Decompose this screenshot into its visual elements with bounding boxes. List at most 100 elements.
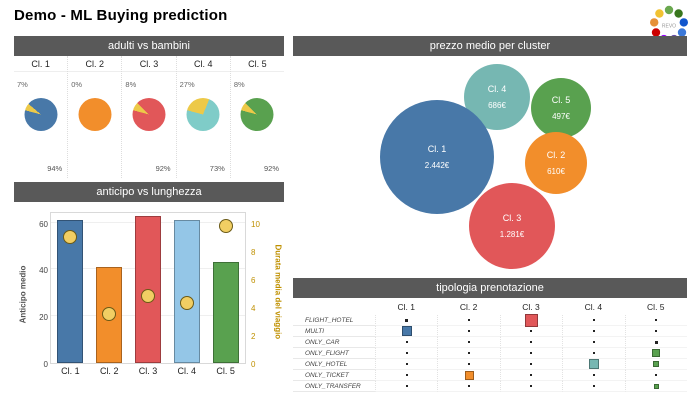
booking-mark[interactable] (592, 341, 595, 343)
booking-mark[interactable] (405, 363, 408, 365)
matrix-cell (499, 370, 563, 381)
booking-mark[interactable] (588, 359, 599, 369)
durata-dot[interactable] (218, 218, 233, 233)
booking-mark[interactable] (405, 352, 408, 354)
y-axis-tick-right: 2 (251, 331, 256, 341)
booking-mark[interactable] (655, 319, 658, 321)
y-axis-tick-right: 10 (251, 219, 260, 229)
pie-pct-top: 0% (71, 80, 83, 89)
matrix-cell (375, 315, 438, 326)
booking-mark[interactable] (524, 313, 538, 327)
booking-mark[interactable] (653, 383, 659, 389)
anticipo-bar[interactable] (57, 220, 84, 363)
logo-petal (677, 28, 687, 37)
bubble-cl5[interactable]: Cl. 5 497€ (531, 78, 591, 138)
booking-mark[interactable] (468, 330, 471, 332)
y-axis-tick-left: 20 (39, 313, 48, 323)
pie-mark[interactable] (24, 98, 58, 131)
anticipo-bar[interactable] (173, 220, 200, 363)
bar-slot: Cl. 3 (129, 213, 168, 376)
booking-mark[interactable] (653, 361, 660, 367)
booking-mark[interactable] (652, 349, 661, 357)
booking-mark[interactable] (530, 385, 533, 387)
booking-mark[interactable] (468, 385, 471, 387)
panel-header: tipologia prenotazione (293, 278, 687, 298)
booking-mark[interactable] (468, 341, 471, 343)
bar-slot: Cl. 4 (167, 213, 206, 376)
x-axis-label: Cl. 3 (138, 366, 158, 376)
logo-petal (664, 5, 674, 15)
matrix-cell (562, 337, 625, 348)
matrix-grid: Cl. 1 Cl. 2 Cl. 3 Cl. 4 Cl. 5 FLIGHT_HOTEL MUL… (293, 298, 687, 392)
bubble-cl1[interactable]: Cl. 1 2.442€ (380, 100, 494, 214)
booking-mark[interactable] (468, 352, 471, 354)
matrix-row-label: FLIGHT_HOTEL (293, 315, 375, 326)
matrix-cell (437, 348, 500, 359)
matrix-cell (375, 370, 438, 381)
booking-mark[interactable] (405, 374, 408, 376)
booking-mark[interactable] (530, 352, 533, 354)
y-axis-title-right: Durata media del viaggio (273, 244, 283, 340)
durata-dot[interactable] (63, 229, 78, 244)
matrix-column-header: Cl. 3 (522, 302, 540, 312)
booking-mark[interactable] (468, 363, 471, 365)
booking-mark[interactable] (530, 341, 533, 343)
matrix-cell (562, 381, 625, 392)
pie-mark[interactable] (186, 98, 220, 131)
booking-mark[interactable] (592, 352, 595, 354)
pie-mark[interactable] (78, 98, 112, 131)
booking-mark[interactable] (654, 340, 658, 344)
bubbles-body: Cl. 4 686€ Cl. 5 497€ Cl. 2 610€ Cl. 1 2.442€ Cl… (293, 56, 687, 272)
pie-mark[interactable] (240, 98, 274, 131)
booking-mark[interactable] (468, 319, 471, 321)
booking-mark[interactable] (405, 385, 408, 387)
booking-mark[interactable] (530, 374, 533, 376)
bar-slot: Cl. 2 (90, 213, 129, 376)
panel-prezzo-medio-per-cluster: prezzo medio per cluster Cl. 4 686€ Cl. 5 4… (293, 36, 687, 272)
matrix-row-label: MULTI (293, 326, 375, 337)
anticipo-bar[interactable] (212, 262, 239, 363)
booking-mark[interactable] (592, 330, 595, 332)
page-title: Demo - ML Buying prediction (14, 7, 228, 24)
durata-dot[interactable] (179, 295, 194, 310)
y-axis-tick-right: 0 (251, 360, 256, 369)
bubble-value: 610€ (547, 167, 565, 176)
logo-petals (650, 5, 688, 44)
booking-mark[interactable] (655, 330, 658, 332)
pie-cluster-3: Cl. 3 8% 92% (122, 56, 177, 178)
pie-cluster-label: Cl. 1 (14, 56, 68, 72)
anticipo-bar[interactable] (96, 267, 123, 363)
booking-mark[interactable] (592, 374, 595, 376)
bar-slot: Cl. 5 (206, 213, 245, 376)
x-axis-label: Cl. 2 (99, 366, 119, 376)
panel-header: adulti vs bambini (14, 36, 284, 56)
booking-mark[interactable] (655, 374, 658, 376)
pie-pct-top: 8% (125, 80, 137, 89)
durata-dot[interactable] (102, 306, 117, 321)
matrix-cell (624, 381, 687, 392)
matrix-cell (437, 381, 500, 392)
durata-dot[interactable] (140, 288, 155, 303)
matrix-row-label: ONLY_CAR (293, 337, 375, 348)
booking-mark[interactable] (405, 318, 409, 322)
matrix-cell (437, 337, 500, 348)
booking-mark[interactable] (464, 370, 474, 380)
bubble-cl3[interactable]: Cl. 3 1.281€ (469, 183, 555, 269)
booking-mark[interactable] (592, 385, 595, 387)
panel-header: anticipo vs lunghezza (14, 182, 284, 202)
booking-mark[interactable] (530, 330, 533, 332)
pie-mark[interactable] (132, 98, 166, 131)
booking-mark[interactable] (592, 319, 595, 321)
booking-mark[interactable] (405, 341, 408, 343)
pie-area: 7% 94% (14, 72, 67, 178)
y-axis-tick-right: 6 (251, 275, 256, 285)
booking-mark[interactable] (530, 363, 533, 365)
matrix-cell (624, 359, 687, 370)
matrix-cell (499, 326, 563, 337)
pie-row: Cl. 1 7% 94% Cl. 2 0% Cl. 3 8% 92% Cl. 4 27% 73% Cl… (14, 56, 285, 178)
booking-mark[interactable] (401, 326, 412, 336)
bubble-cl2[interactable]: Cl. 2 610€ (525, 132, 587, 194)
bubble-label: Cl. 2 (546, 150, 566, 160)
pie-cluster-label: Cl. 5 (230, 56, 285, 72)
